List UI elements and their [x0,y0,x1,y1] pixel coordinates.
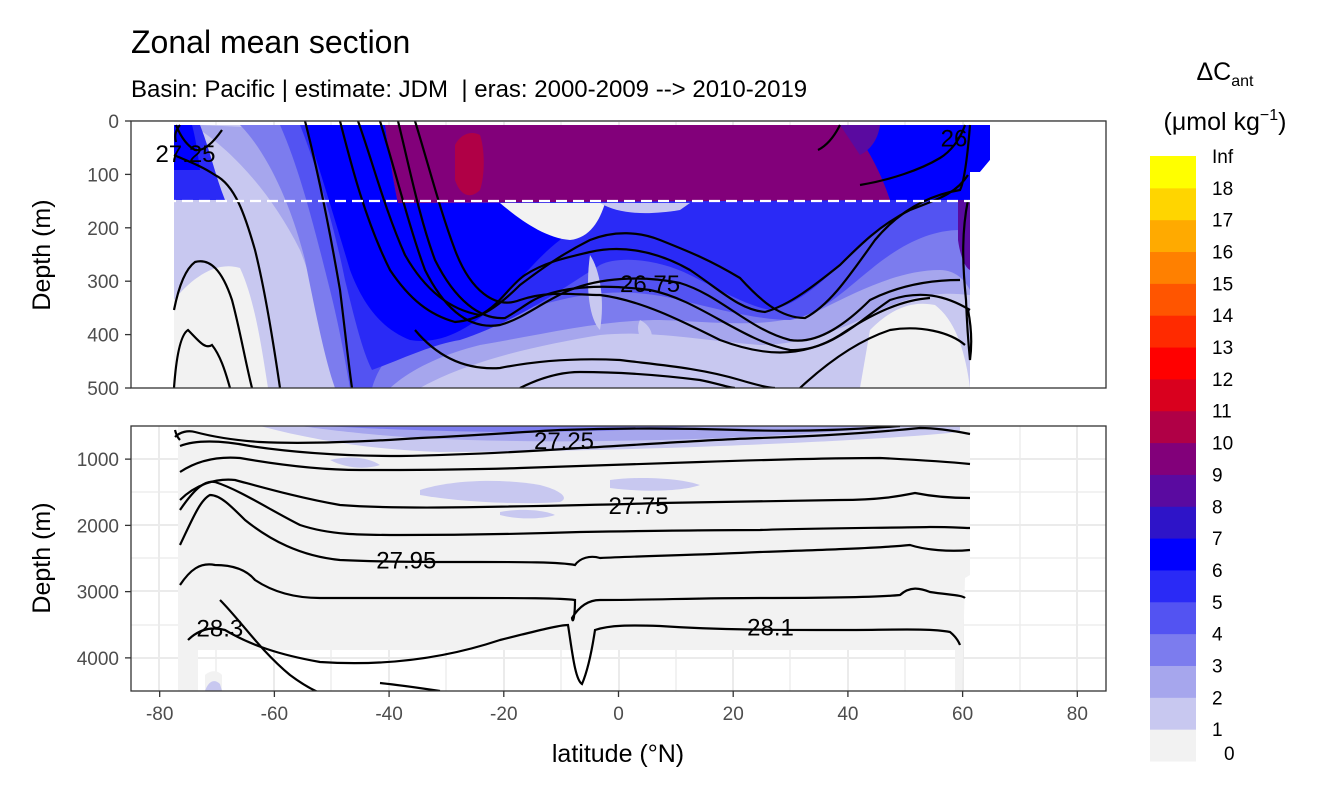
legend-swatch [1150,187,1196,221]
x-tick-label: -60 [261,704,288,725]
lower-y-axis: 1000 2000 3000 4000 [77,450,131,670]
legend-bin-label: 9 [1212,465,1223,486]
y-tick-label: 3000 [77,583,119,604]
legend-bin-label: 5 [1212,593,1223,614]
legend-bin-label: 6 [1212,561,1223,582]
legend-bin-label: 16 [1212,243,1233,264]
legend-swatch [1150,347,1196,380]
legend-colorbar [1150,156,1196,762]
y-tick-label: 2000 [77,516,119,537]
legend-unit: (μmol kg−1) [1164,107,1287,136]
y-tick-label: 1000 [77,450,119,471]
upper-panel-border [130,120,1107,389]
legend-swatch [1150,665,1196,698]
legend-swatch [1150,569,1196,603]
x-tick-label: 80 [1067,704,1088,725]
legend-swatch [1150,729,1196,762]
y-tick-label: 100 [87,165,119,186]
legend-top-label: Inf [1212,147,1234,168]
lower-contours [173,426,971,691]
legend-bin-label: 14 [1212,306,1234,327]
x-axis-label: latitude (°N) [552,740,684,768]
legend-bin-label: 18 [1212,179,1233,200]
x-tick-label: -40 [375,704,402,725]
contour-label: 27.25 [155,141,215,168]
upper-panel: 27.25 26 26.75 [130,120,1107,389]
legend-bin-label: 12 [1212,370,1233,391]
legend-bin-label: 8 [1212,497,1223,518]
upper-fill [131,121,1106,388]
legend-bin-label: 11 [1212,402,1232,423]
legend-swatch [1150,442,1196,475]
legend-swatch [1150,538,1196,571]
lower-panel: 27.25 27.75 27.95 28.3 28.1 [130,425,1107,692]
legend-bin-label: 13 [1212,338,1233,359]
x-axis: -80 -60 -40 -20 0 20 40 60 80 [146,691,1088,725]
legend-bin-label: 2 [1212,688,1223,709]
legend: ΔCant (μmol kg−1) 0123456789101112131415… [1150,58,1286,765]
y-tick-label: 4000 [77,649,119,670]
legend-swatch [1150,219,1196,253]
legend-swatch [1150,697,1196,730]
chart-subtitle: Basin: Pacific | estimate: JDM | eras: 2… [131,76,808,103]
legend-bin-label: 3 [1212,656,1223,677]
legend-bin-label: 10 [1212,434,1233,455]
legend-swatch [1150,315,1196,348]
contour-label: 28.3 [197,615,244,642]
y-tick-label: 0 [108,112,119,133]
legend-swatch [1150,633,1196,666]
x-tick-label: 40 [837,704,858,725]
legend-swatch [1150,601,1196,635]
legend-title: ΔCant [1196,58,1254,90]
y-tick-label: 200 [87,219,119,240]
x-tick-label: 20 [723,704,744,725]
upper-y-axis-label: Depth (m) [28,199,56,310]
contour-label: 27.75 [609,493,669,520]
legend-bin-label: 4 [1212,625,1223,646]
legend-bin-label: 7 [1212,529,1223,550]
legend-swatch [1150,378,1196,412]
legend-swatch [1150,156,1196,189]
contour-label: 27.25 [534,428,594,455]
x-tick-label: -80 [146,704,173,725]
contour-label: 26.75 [620,271,680,298]
legend-swatch [1150,251,1196,284]
y-tick-label: 400 [87,326,119,347]
legend-swatch [1150,474,1196,507]
legend-swatch [1150,283,1196,316]
upper-contours [172,121,973,388]
legend-swatch [1150,506,1196,539]
legend-bin-label: 1 [1212,720,1223,741]
legend-bin-label: 0 [1224,744,1235,765]
lower-contour-labels: 27.25 27.75 27.95 28.3 28.1 [197,428,794,642]
x-tick-label: 60 [952,704,973,725]
y-tick-label: 300 [87,272,119,293]
legend-bin-label: 15 [1212,274,1233,295]
legend-bin-label: 17 [1212,211,1233,232]
chart-title: Zonal mean section [131,24,411,60]
contour-label: 26 [941,126,968,153]
x-tick-label: 0 [613,704,624,725]
y-tick-label: 500 [87,379,119,400]
contour-label: 28.1 [747,615,794,642]
upper-contour-labels: 27.25 26 26.75 [155,126,967,298]
x-tick-label: -20 [490,704,517,725]
upper-y-axis: 0 100 200 300 400 500 [87,112,131,400]
contour-label: 27.95 [376,547,436,574]
lower-y-axis-label: Depth (m) [28,502,56,613]
legend-swatch [1150,410,1196,444]
